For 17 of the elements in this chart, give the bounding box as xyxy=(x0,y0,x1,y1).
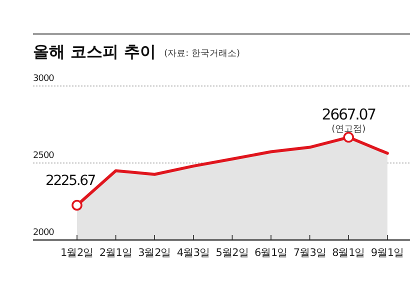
annotation: 2667.07 xyxy=(322,105,376,124)
x-tick-label: 8월1일 xyxy=(332,247,366,259)
chart-subtitle: (자료: 한국거래소) xyxy=(164,49,240,59)
y-tick-label: 2000 xyxy=(33,228,55,238)
y-tick-label: 2500 xyxy=(33,151,55,161)
x-tick-label: 5월2일 xyxy=(216,247,249,259)
annotation: 2225.67 xyxy=(46,173,96,190)
x-tick-label: 2월1일 xyxy=(99,247,132,259)
x-tick-label: 7월3일 xyxy=(293,247,326,259)
x-tick-label: 3월2일 xyxy=(138,247,172,259)
annotation: (연고점) xyxy=(332,124,366,134)
x-tick-label: 9월1일 xyxy=(370,247,404,259)
x-tick-label: 4월3일 xyxy=(176,247,210,259)
x-tick-label: 6월1일 xyxy=(254,247,288,259)
x-tick-label: 1월2일 xyxy=(60,247,94,259)
chart-title: 올해 코스피 추이 xyxy=(33,42,156,61)
y-tick-label: 3000 xyxy=(33,74,55,84)
